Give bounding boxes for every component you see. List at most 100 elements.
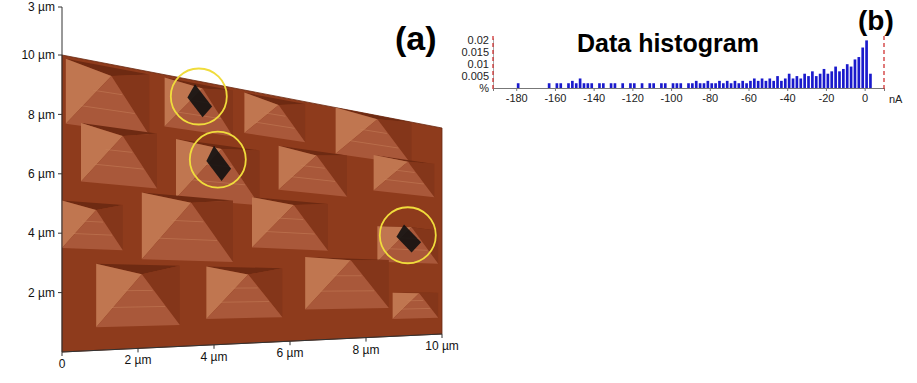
- pyramid-face: [66, 76, 150, 135]
- bar: [664, 83, 667, 88]
- bar: [753, 78, 756, 88]
- x-tick-label: 0: [862, 92, 868, 104]
- bar: [796, 76, 799, 88]
- y-tick: 0.015: [461, 46, 493, 58]
- range-marker: [883, 36, 884, 90]
- x-tick-label: 6 µm: [277, 346, 304, 360]
- terrace: [93, 90, 122, 95]
- bar: [737, 83, 740, 88]
- x-tick-mark: [555, 88, 556, 91]
- x-tick: 0: [862, 88, 868, 104]
- pyramid-face: [206, 274, 282, 318]
- x-tick-mark: [594, 88, 595, 91]
- x-tick: -40: [780, 88, 796, 104]
- bar: [741, 81, 744, 88]
- z-tick: [58, 7, 62, 8]
- terrace: [231, 287, 258, 288]
- bar: [823, 69, 826, 88]
- x-tick: [214, 345, 215, 349]
- bar: [858, 57, 861, 88]
- pyramid: [206, 266, 282, 318]
- pyramid-face: [81, 136, 157, 189]
- pyramid-face: [305, 260, 389, 309]
- y-tick-label: 2 µm: [28, 286, 55, 300]
- bar: [780, 81, 783, 88]
- bar: [513, 88, 516, 89]
- terrace: [80, 106, 134, 114]
- x-tick-label: -20: [818, 92, 834, 104]
- pyramid: [393, 293, 439, 319]
- bar: [617, 88, 620, 89]
- x-tick-label: 4 µm: [201, 350, 228, 364]
- bar: [714, 83, 717, 88]
- bar: [552, 88, 555, 89]
- terrace: [401, 308, 431, 310]
- x-tick: [366, 338, 367, 342]
- pyramid: [81, 123, 157, 188]
- pyramid: [142, 193, 233, 262]
- bar: [625, 88, 628, 89]
- x-tick: -180: [506, 88, 528, 104]
- bar: [807, 76, 810, 88]
- bar: [679, 83, 682, 88]
- bar: [648, 83, 651, 88]
- x-tick-label: -180: [506, 92, 528, 104]
- terrace: [301, 165, 325, 168]
- terrace: [393, 170, 414, 173]
- terrace: [177, 112, 221, 119]
- histogram-panel: -180-160-140-120-100-80-60-40-200%0.0050…: [461, 29, 903, 105]
- x-tick: -60: [741, 88, 757, 104]
- pyramid: [374, 155, 435, 197]
- bar: [509, 88, 512, 89]
- y-tick: [58, 292, 62, 293]
- bar: [765, 81, 768, 88]
- x-tick-mark: [632, 88, 633, 91]
- bar: [819, 74, 822, 88]
- terrace: [264, 113, 285, 116]
- y-tick: [58, 173, 62, 174]
- terrace: [320, 290, 374, 291]
- figure: 02 µm4 µm6 µm8 µm10 µm2 µm4 µm6 µm8 µm10…: [0, 0, 917, 383]
- x-tick: -160: [544, 88, 566, 104]
- surface-axes: 02 µm4 µm6 µm8 µm10 µm2 µm4 µm6 µm8 µm10…: [21, 0, 458, 371]
- bar: [838, 71, 841, 88]
- bar: [606, 88, 609, 89]
- terrace: [106, 150, 133, 153]
- x-tick: [290, 341, 291, 345]
- terrace: [407, 300, 423, 301]
- bar: [827, 74, 830, 88]
- panel-label: (b): [858, 5, 894, 36]
- y-tick: %: [479, 82, 493, 94]
- x-tick-label: -100: [661, 92, 683, 104]
- terrace: [220, 301, 269, 303]
- bar: [532, 88, 535, 89]
- bar: [799, 78, 802, 88]
- bar: [865, 40, 868, 88]
- pyramid-face: [279, 156, 347, 197]
- bar: [834, 67, 837, 88]
- x-tick: [442, 334, 443, 338]
- y-tick: [58, 55, 62, 56]
- pyramid: [176, 139, 260, 205]
- pyramid: [62, 201, 123, 251]
- x-axis: -180-160-140-120-100-80-60-40-200: [494, 88, 885, 104]
- bar: [803, 74, 806, 88]
- x-tick-label: 8 µm: [353, 343, 380, 357]
- pyramid: [279, 146, 347, 197]
- y-axis: %0.0050.010.0150.02: [461, 34, 493, 94]
- pyramid: [244, 93, 305, 143]
- bar: [788, 74, 791, 88]
- highlight-circle: [380, 207, 436, 263]
- pyramid-face: [62, 210, 123, 250]
- x-tick-mark: [710, 88, 711, 91]
- bar: [501, 88, 504, 89]
- x-tick-label: 0: [59, 357, 66, 371]
- bar: [707, 81, 710, 88]
- x-tick: [138, 348, 139, 352]
- y-tick: 0.01: [468, 58, 493, 70]
- terrace: [349, 141, 398, 149]
- x-tick-label: -40: [780, 92, 796, 104]
- x-tick-label: -60: [741, 92, 757, 104]
- terrace: [255, 122, 295, 128]
- bar: [637, 88, 640, 89]
